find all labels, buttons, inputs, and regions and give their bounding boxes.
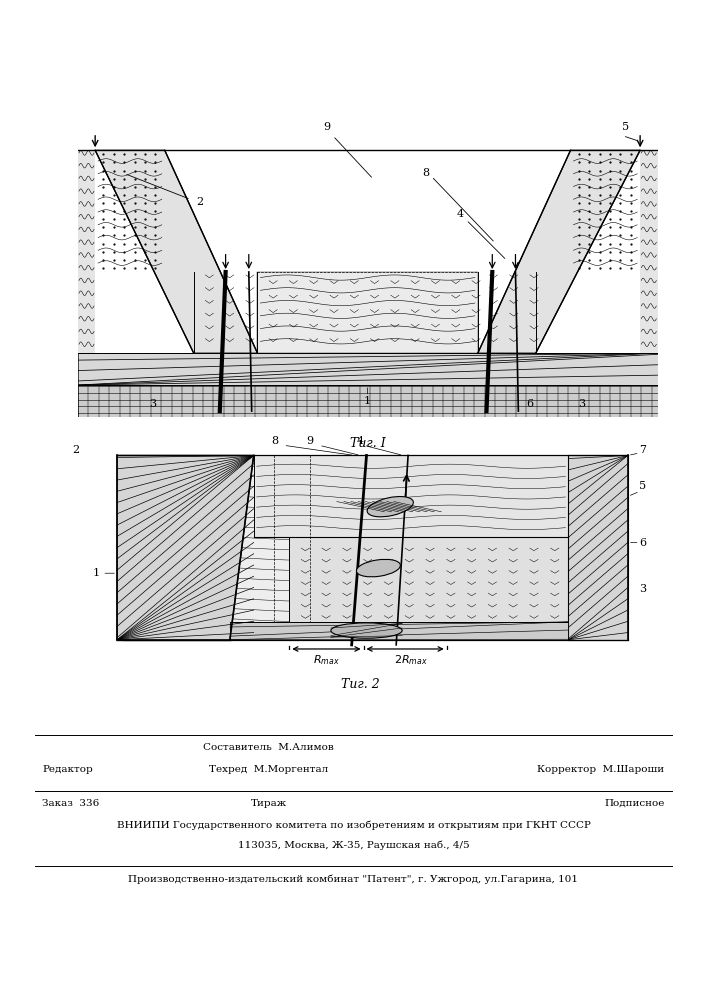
Text: 6: 6 — [527, 399, 534, 409]
Polygon shape — [78, 385, 658, 417]
Polygon shape — [78, 353, 658, 385]
Text: 7: 7 — [639, 445, 646, 455]
Text: 4: 4 — [357, 436, 364, 446]
Polygon shape — [640, 150, 658, 353]
Text: 4: 4 — [457, 209, 464, 219]
Ellipse shape — [331, 623, 402, 638]
Text: 9: 9 — [324, 122, 331, 132]
Text: Корректор  М.Шароши: Корректор М.Шароши — [537, 765, 665, 774]
Text: 8: 8 — [271, 436, 278, 446]
Text: Составитель  М.Алимов: Составитель М.Алимов — [204, 743, 334, 752]
Polygon shape — [117, 455, 254, 640]
Text: Производственно-издательский комбинат "Патент", г. Ужгород, ул.Гагарина, 101: Производственно-издательский комбинат "П… — [129, 874, 578, 884]
Text: 2: 2 — [72, 445, 79, 455]
Text: ВНИИПИ Государственного комитета по изобретениям и открытиям при ГКНТ СССР: ВНИИПИ Государственного комитета по изоб… — [117, 821, 590, 830]
Text: 1: 1 — [364, 396, 371, 406]
Polygon shape — [230, 622, 568, 640]
Text: 3: 3 — [578, 399, 585, 409]
Text: 5: 5 — [639, 481, 646, 491]
Ellipse shape — [367, 497, 414, 517]
Text: 3: 3 — [150, 399, 157, 409]
Text: Подписное: Подписное — [604, 799, 665, 808]
Text: 113035, Москва, Ж-35, Раушская наб., 4/5: 113035, Москва, Ж-35, Раушская наб., 4/5 — [238, 841, 469, 850]
Ellipse shape — [356, 559, 400, 577]
Text: 2: 2 — [196, 197, 203, 207]
Text: Редактор: Редактор — [42, 765, 93, 774]
Text: 1: 1 — [93, 568, 100, 578]
Polygon shape — [257, 272, 478, 353]
Text: 5: 5 — [622, 122, 629, 132]
Text: Τиг. 2: Τиг. 2 — [341, 678, 380, 691]
Text: $R_{max}$: $R_{max}$ — [313, 653, 340, 667]
Text: Техред  М.Моргентал: Техред М.Моргентал — [209, 765, 328, 774]
Text: 8: 8 — [422, 168, 429, 178]
Polygon shape — [254, 455, 568, 537]
Polygon shape — [568, 455, 628, 640]
Text: 6: 6 — [639, 538, 646, 548]
Polygon shape — [257, 272, 478, 353]
Polygon shape — [289, 537, 568, 640]
Text: 3: 3 — [639, 584, 646, 594]
Text: Заказ  336: Заказ 336 — [42, 799, 100, 808]
Text: Тираж: Тираж — [250, 799, 287, 808]
Text: $2R_{max}$: $2R_{max}$ — [394, 653, 428, 667]
Text: Τиг. I: Τиг. I — [350, 437, 385, 450]
Polygon shape — [123, 455, 628, 640]
Polygon shape — [478, 150, 640, 353]
Text: 9: 9 — [307, 436, 314, 446]
Polygon shape — [95, 150, 257, 353]
Polygon shape — [78, 150, 95, 353]
